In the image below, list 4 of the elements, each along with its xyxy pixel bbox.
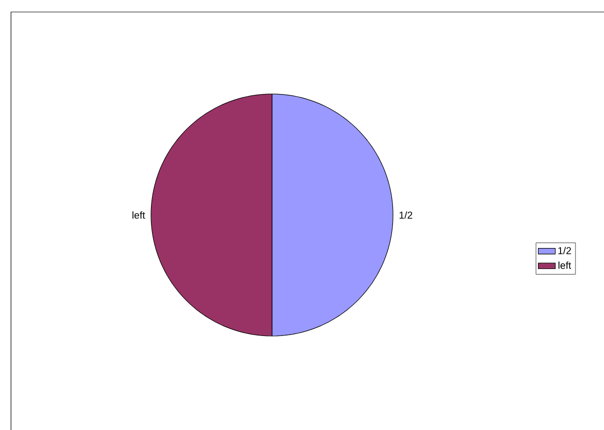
legend-label: left <box>558 262 572 269</box>
slice-label: 1/2 <box>400 211 412 219</box>
slice-label: left <box>132 211 146 219</box>
legend-label: 1/2 <box>558 246 571 254</box>
